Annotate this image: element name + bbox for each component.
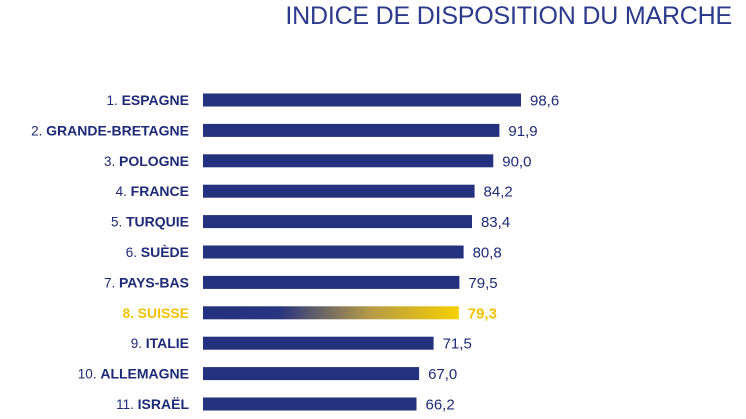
bar (203, 245, 464, 259)
bar (203, 215, 472, 229)
bar (203, 306, 459, 320)
bar-row: 1. ESPAGNE 98,6 (107, 92, 560, 110)
value-label: 83,4 (481, 214, 510, 231)
bar (203, 367, 420, 381)
bar (203, 184, 475, 198)
value-label: 79,3 (468, 305, 497, 322)
bar-row: 3. POLOGNE 90,0 (104, 153, 531, 171)
bar-row: 6. SUÈDE 80,8 (126, 244, 502, 262)
value-label: 79,5 (468, 275, 497, 292)
category-label: 5. TURQUIE (111, 214, 189, 230)
category-label: 6. SUÈDE (126, 244, 189, 260)
value-label: 91,9 (508, 123, 537, 140)
value-label: 84,2 (484, 184, 513, 201)
bar-row: 8. SUISSE 79,3 (123, 305, 497, 323)
category-label: 8. SUISSE (123, 305, 189, 321)
bar (203, 93, 521, 107)
category-label: 3. POLOGNE (104, 153, 189, 169)
value-label: 66,2 (426, 397, 455, 414)
bar-row: 4. FRANCE 84,2 (116, 183, 513, 201)
bar (203, 397, 417, 411)
bar-row: 9. ITALIE 71,5 (131, 335, 472, 353)
bar (203, 123, 500, 137)
category-label: 9. ITALIE (131, 335, 189, 351)
value-label: 71,5 (443, 336, 472, 353)
value-label: 80,8 (473, 245, 502, 262)
bar (203, 275, 460, 289)
bar-row: 11. ISRAËL 66,2 (116, 396, 455, 414)
bar (203, 154, 494, 168)
bar-row: 5. TURQUIE 83,4 (111, 214, 510, 232)
bar-row: 2. GRANDE-BRETAGNE 91,9 (31, 122, 537, 140)
bar (203, 336, 434, 350)
category-label: 11. ISRAËL (116, 396, 189, 412)
category-label: 10. ALLEMAGNE (78, 366, 189, 382)
value-label: 67,0 (428, 366, 457, 383)
category-label: 7. PAYS-BAS (104, 274, 189, 290)
value-label: 90,0 (502, 153, 531, 170)
category-label: 4. FRANCE (116, 183, 189, 199)
category-label: 1. ESPAGNE (107, 92, 189, 108)
bar-row: 10. ALLEMAGNE 67,0 (78, 366, 457, 384)
chart-title: INDICE DE DISPOSITION DU MARCHE (285, 2, 732, 30)
value-label: 98,6 (530, 93, 559, 110)
bar-row: 7. PAYS-BAS 79,5 (104, 274, 498, 292)
category-label: 2. GRANDE-BRETAGNE (31, 122, 189, 138)
